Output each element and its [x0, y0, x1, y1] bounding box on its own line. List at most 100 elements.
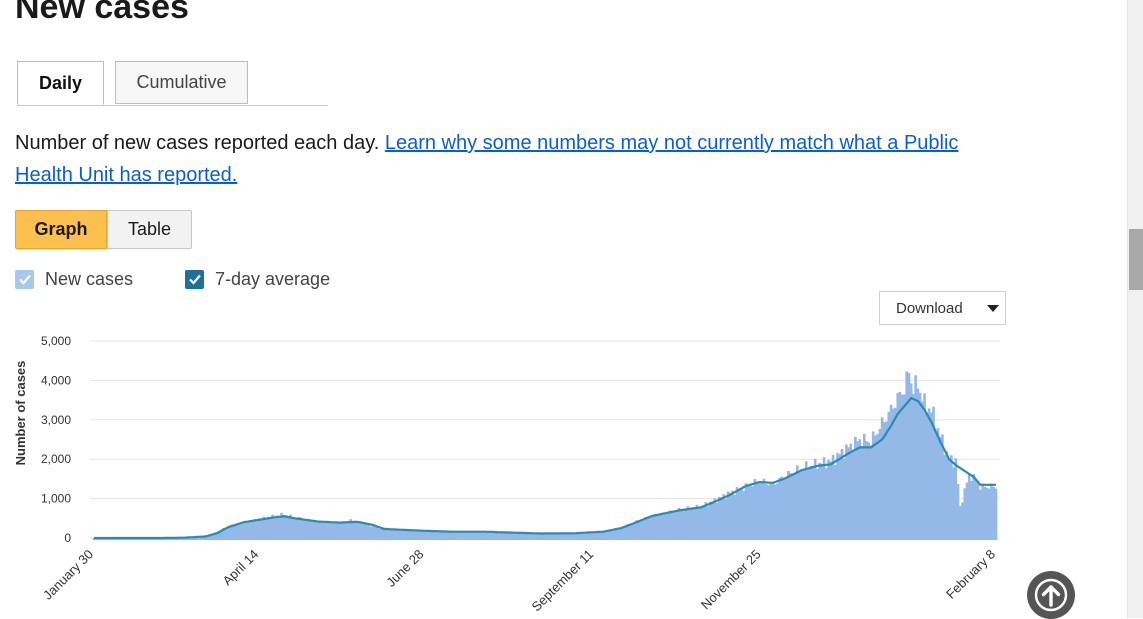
bar-new-cases	[981, 483, 984, 540]
learn-more-link[interactable]: Learn why some numbers may not currently…	[15, 132, 959, 186]
bar-new-cases	[277, 516, 281, 540]
bar-new-cases	[284, 515, 288, 540]
bar-new-cases	[465, 531, 469, 540]
bar-new-cases	[606, 531, 609, 540]
download-dropdown[interactable]: Download	[879, 291, 1006, 325]
bar-new-cases	[494, 531, 498, 540]
checkbox-7-day-average[interactable]	[185, 269, 204, 289]
bar-new-cases	[548, 533, 551, 540]
bar-new-cases	[679, 509, 683, 540]
bar-new-cases	[664, 513, 667, 540]
bar-new-cases	[983, 486, 987, 540]
bar-new-cases	[454, 531, 458, 540]
bar-new-cases	[967, 473, 971, 540]
bar-new-cases	[215, 532, 219, 540]
bar-new-cases	[644, 516, 647, 540]
bar-new-cases	[599, 531, 603, 540]
bar-new-cases	[894, 407, 897, 540]
bar-new-cases	[525, 532, 529, 540]
bar-new-cases	[536, 533, 540, 540]
bar-new-cases	[742, 490, 746, 540]
bar-new-cases	[938, 436, 942, 540]
page-scrollbar[interactable]	[1127, 0, 1143, 618]
y-tick-labels: 0 1,000 2,000 3,000 4,000 5,000	[41, 334, 71, 545]
bar-new-cases	[246, 521, 250, 540]
bar-new-cases	[563, 533, 567, 540]
bar-new-cases	[559, 533, 562, 540]
bar-new-cases	[561, 533, 565, 540]
bar-new-cases	[903, 394, 906, 540]
bar-new-cases	[764, 483, 768, 540]
bar-new-cases	[507, 532, 511, 540]
bar-new-cases	[907, 372, 911, 540]
bar-new-cases	[351, 521, 355, 540]
bar-new-cases	[755, 482, 759, 540]
table-button[interactable]: Table	[107, 210, 192, 249]
view-tabs: Daily Cumulative	[17, 61, 328, 106]
scroll-to-top-button[interactable]	[1027, 571, 1075, 619]
bar-new-cases	[324, 522, 328, 540]
bar-new-cases	[262, 516, 265, 540]
bar-new-cases	[921, 401, 924, 540]
bar-new-cases	[936, 428, 940, 540]
bar-new-cases	[597, 532, 600, 540]
bar-new-cases	[655, 515, 658, 540]
bar-new-cases	[577, 532, 580, 540]
bar-new-cases	[992, 487, 996, 540]
bar-new-cases	[798, 470, 801, 540]
bar-new-cases	[532, 533, 536, 540]
legend-new-cases[interactable]: New cases	[15, 268, 133, 290]
bar-new-cases	[871, 431, 875, 540]
bar-new-cases	[202, 536, 205, 540]
bar-new-cases	[463, 531, 466, 540]
bar-new-cases	[360, 523, 364, 540]
bar-new-cases	[963, 488, 967, 540]
bar-new-cases	[650, 515, 654, 540]
bar-new-cases	[898, 391, 902, 540]
bar-new-cases	[990, 483, 993, 540]
bar-new-cases	[934, 430, 938, 540]
bar-new-cases	[717, 496, 721, 540]
bar-new-cases	[947, 459, 951, 540]
bar-new-cases	[365, 523, 368, 540]
bar-new-cases	[659, 513, 663, 540]
bar-new-cases	[789, 473, 792, 540]
scrollbar-thumb[interactable]	[1129, 229, 1143, 290]
bar-new-cases	[970, 480, 973, 540]
bar-new-cases	[226, 526, 230, 540]
bar-new-cases	[371, 525, 375, 540]
bar-new-cases	[925, 412, 929, 540]
bar-new-cases	[396, 530, 399, 540]
bar-new-cases	[778, 478, 781, 540]
bar-new-cases	[693, 507, 696, 540]
bar-new-cases	[255, 519, 259, 540]
bar-new-cases	[885, 421, 888, 540]
bar-new-cases	[271, 514, 274, 540]
bar-new-cases	[411, 530, 415, 540]
series-line-7-day-average	[94, 396, 996, 540]
bar-new-cases	[407, 529, 411, 540]
bar-new-cases	[762, 478, 766, 540]
bar-new-cases	[461, 531, 464, 540]
bar-new-cases	[737, 489, 741, 540]
bar-new-cases	[342, 522, 346, 540]
bar-new-cases	[467, 531, 471, 540]
bar-new-cases	[648, 517, 652, 540]
tab-cumulative[interactable]: Cumulative	[115, 61, 248, 104]
bar-new-cases	[713, 498, 716, 540]
bar-new-cases	[985, 487, 989, 540]
bar-new-cases	[184, 537, 187, 540]
legend-7-day-average[interactable]: 7-day average	[185, 268, 330, 290]
bar-new-cases	[403, 529, 406, 540]
tab-daily[interactable]: Daily	[17, 61, 104, 105]
bar-new-cases	[269, 518, 272, 540]
bar-new-cases	[356, 521, 359, 540]
bar-new-cases	[927, 408, 931, 540]
bar-new-cases	[724, 498, 728, 540]
bar-new-cases	[615, 529, 618, 540]
bar-new-cases	[662, 512, 665, 540]
bar-new-cases	[322, 521, 326, 540]
graph-button[interactable]: Graph	[15, 210, 107, 249]
bar-new-cases	[512, 532, 516, 540]
checkbox-new-cases[interactable]	[15, 269, 34, 289]
